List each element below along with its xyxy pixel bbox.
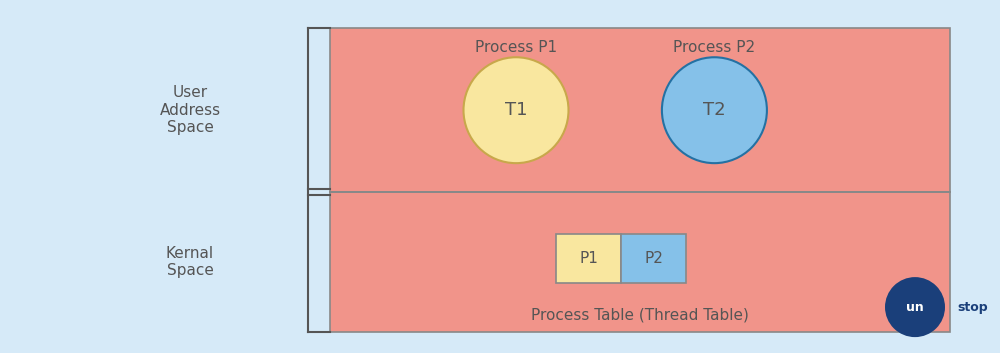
Text: P1: P1 [579,251,598,266]
Ellipse shape [885,277,945,337]
Ellipse shape [464,57,568,163]
Text: User
Address
Space: User Address Space [159,85,221,135]
Text: P2: P2 [644,251,663,266]
Bar [330,28,950,192]
Text: Process P1: Process P1 [475,40,557,55]
Bar [330,192,950,332]
Text: T1: T1 [505,101,527,119]
Text: stop: stop [958,301,988,313]
Bar [556,234,621,283]
Text: Process Table (Thread Table): Process Table (Thread Table) [531,307,749,323]
Text: un: un [906,301,924,313]
Text: T2: T2 [703,101,726,119]
Bar [621,234,686,283]
Text: Kernal
Space: Kernal Space [166,246,214,278]
Ellipse shape [662,57,767,163]
Text: Process P2: Process P2 [673,40,755,55]
